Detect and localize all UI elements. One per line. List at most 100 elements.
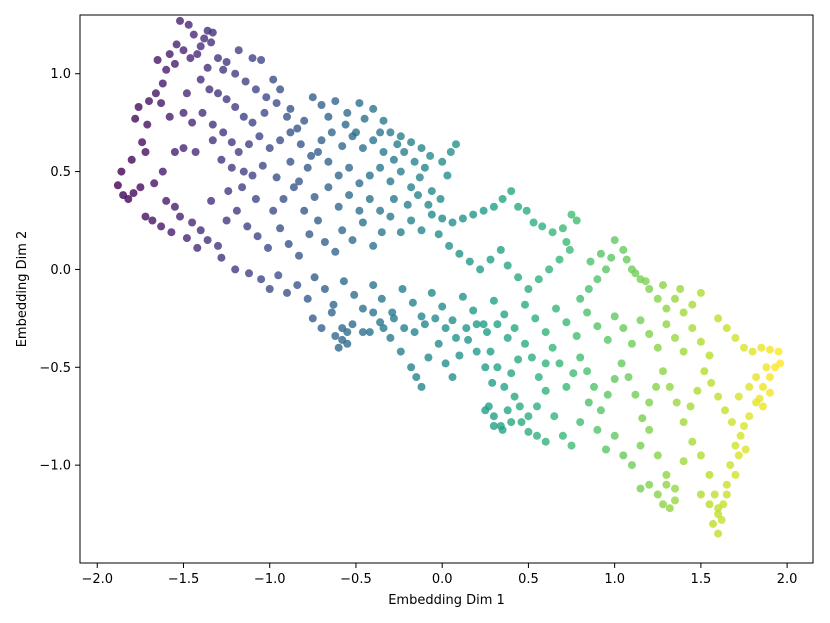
scatter-point <box>533 402 541 411</box>
scatter-point <box>671 294 679 303</box>
x-tick-label: 0.0 <box>432 572 453 587</box>
scatter-point <box>158 79 167 88</box>
scatter-point <box>576 353 585 362</box>
plot-frame <box>79 14 814 564</box>
scatter-point <box>593 322 602 331</box>
axes: −2.0 −1.5 −1.0 −0.5 0.0 0.5 1.0 1.5 2.0 −1.0 −0.5 0… <box>39 14 814 587</box>
scatter-point <box>688 300 697 309</box>
scatter-point <box>232 206 241 215</box>
scatter-point <box>555 359 564 368</box>
scatter-point <box>500 382 509 391</box>
scatter-point <box>686 402 695 411</box>
scatter-point <box>248 118 257 127</box>
scatter-point <box>507 187 516 196</box>
scatter-point <box>410 157 419 166</box>
scatter-point <box>255 132 264 141</box>
scatter-point <box>317 101 326 109</box>
scatter-point <box>377 228 386 237</box>
scatter-point <box>182 234 191 243</box>
scatter-point <box>222 95 231 104</box>
scatter-point <box>127 155 136 164</box>
scatter-point <box>638 414 647 423</box>
scatter-point <box>334 343 343 352</box>
scatter-point <box>365 195 374 203</box>
scatter-point <box>493 320 502 329</box>
scatter-point <box>355 179 364 188</box>
scatter-point <box>331 247 340 256</box>
scatter-point <box>245 269 253 278</box>
scatter-point <box>524 412 533 421</box>
scatter-point <box>193 50 202 59</box>
scatter-point <box>188 118 197 127</box>
scatter-point <box>714 529 723 538</box>
scatter-point <box>541 359 550 368</box>
scatter-point <box>527 353 536 362</box>
scatter-point <box>496 245 505 254</box>
scatter-point <box>238 183 247 192</box>
scatter-point <box>241 77 250 86</box>
scatter-point <box>284 240 293 248</box>
scatter-point <box>583 367 592 376</box>
scatter-point <box>688 324 697 333</box>
scatter-point <box>208 28 217 37</box>
scatter-point <box>420 320 429 329</box>
scatter-point <box>345 191 354 200</box>
scatter-point <box>665 382 674 391</box>
scatter-point <box>286 157 295 166</box>
scatter-point <box>759 382 767 391</box>
scatter-point <box>472 347 481 356</box>
scatter-point <box>645 398 654 407</box>
scatter-point <box>688 437 697 446</box>
y-tick-label: 1.0 <box>50 67 71 82</box>
scatter-point <box>741 445 750 454</box>
scatter-point <box>464 335 473 344</box>
scatter-point <box>276 85 285 94</box>
scatter-point <box>308 93 317 102</box>
scatter-point <box>705 351 714 360</box>
scatter-point <box>653 451 662 460</box>
scatter-point <box>567 210 576 219</box>
scatter-point <box>645 480 654 489</box>
scatter-point <box>641 277 650 286</box>
scatter-point <box>514 273 523 282</box>
scatter-point <box>386 177 395 186</box>
scatter-point <box>227 138 236 147</box>
scatter-point <box>610 431 619 440</box>
scatter-point <box>709 519 717 528</box>
scatter-point <box>355 99 364 108</box>
scatter-point <box>193 243 202 252</box>
scatter-point <box>208 136 217 145</box>
scatter-point <box>338 226 347 235</box>
scatter-point <box>300 116 309 125</box>
scatter-point <box>472 320 481 329</box>
scatter-point <box>310 273 319 282</box>
scatter-point <box>734 392 743 401</box>
scatter-point <box>203 236 212 245</box>
scatter-point <box>314 148 322 156</box>
scatter-point <box>170 59 179 68</box>
scatter-point <box>379 116 388 125</box>
scatter-point <box>676 285 685 293</box>
scatter-point <box>272 173 281 182</box>
scatter-point <box>671 484 679 493</box>
scatter-point <box>131 114 140 123</box>
scatter-point <box>253 232 262 241</box>
x-tick-label: −2.0 <box>81 572 113 587</box>
scatter-point <box>339 277 348 286</box>
scatter-point <box>531 314 540 323</box>
scatter-point <box>590 382 598 391</box>
scatter-point <box>672 398 681 407</box>
scatter-point <box>452 140 460 149</box>
scatter-point <box>679 308 688 317</box>
scatter-point <box>124 195 133 203</box>
scatter-point <box>386 212 395 221</box>
scatter-point <box>538 222 547 231</box>
scatter-point <box>458 214 467 223</box>
scatter-point <box>448 316 457 325</box>
scatter-point <box>283 112 291 121</box>
scatter-point <box>157 222 166 231</box>
scatter-point <box>369 104 378 113</box>
scatter-point <box>389 155 398 164</box>
scatter-point <box>165 112 174 121</box>
